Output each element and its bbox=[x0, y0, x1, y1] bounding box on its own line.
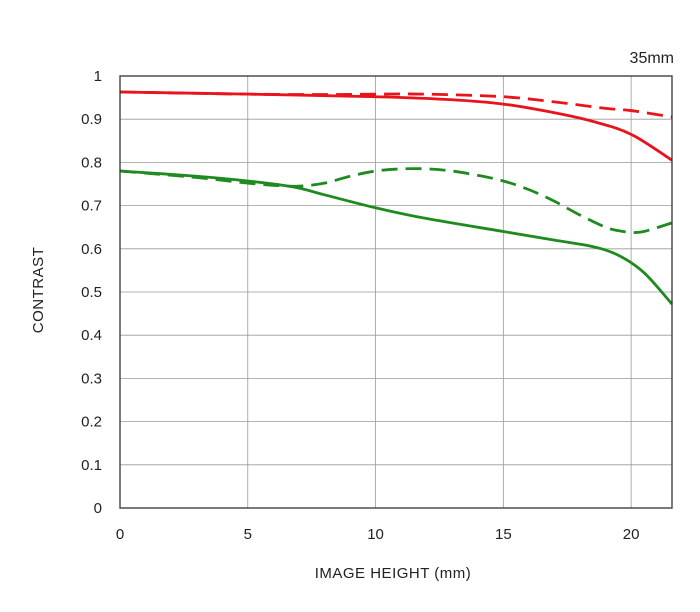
y-tick-label: 0.1 bbox=[81, 457, 102, 474]
y-tick-label: 0.9 bbox=[81, 111, 102, 128]
y-tick-label: 0.8 bbox=[81, 154, 102, 171]
x-tick-label: 15 bbox=[495, 526, 512, 543]
y-tick-label: 0.6 bbox=[81, 241, 102, 258]
series-line-green-sagittal bbox=[119, 169, 674, 306]
chart-title: 35mm bbox=[630, 50, 674, 67]
y-tick-label: 0.3 bbox=[81, 370, 102, 387]
y-tick-label: 0.2 bbox=[81, 414, 102, 431]
grid bbox=[120, 76, 672, 508]
series-layer bbox=[119, 90, 674, 306]
y-tick-label: 1 bbox=[94, 68, 102, 85]
tick-labels: 00.10.20.30.40.50.60.70.80.910 5 10 15 20 bbox=[81, 68, 639, 543]
plot-frame bbox=[119, 75, 673, 509]
x-tick-label: 20 bbox=[623, 526, 640, 543]
y-tick-label: 0.7 bbox=[81, 198, 102, 215]
x-tick-label: 10 bbox=[367, 526, 384, 543]
x-tick-label: 5 bbox=[244, 526, 252, 543]
y-tick-label: 0.5 bbox=[81, 284, 102, 301]
series-line-red-meridional bbox=[119, 90, 673, 119]
x-tick-label: 0 bbox=[116, 526, 124, 543]
series-line-red-sagittal bbox=[119, 90, 673, 162]
y-tick-label: 0 bbox=[94, 500, 102, 517]
y-tick-label: 0.4 bbox=[81, 327, 102, 344]
y-axis-label: CONTRAST bbox=[30, 247, 47, 334]
series-line-green-meridional bbox=[119, 167, 673, 234]
x-axis-label: IMAGE HEIGHT (mm) bbox=[315, 565, 472, 582]
